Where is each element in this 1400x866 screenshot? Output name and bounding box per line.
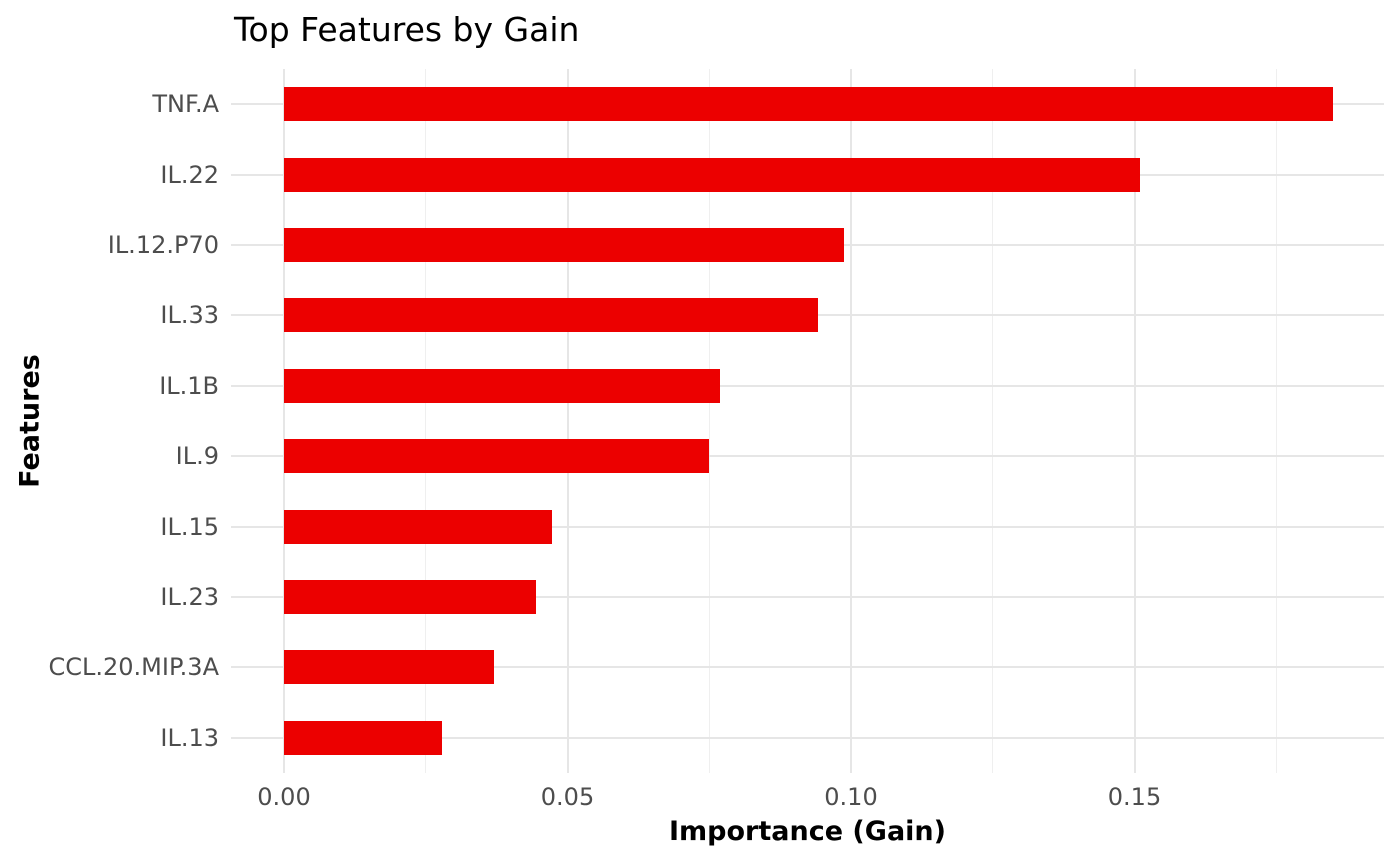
y-tick-label-il-15: IL.15 xyxy=(160,512,219,541)
y-tick-label-tnf-a: TNF.A xyxy=(152,90,219,119)
y-tick-label-il-33: IL.33 xyxy=(160,301,219,330)
bar-il-13 xyxy=(284,720,443,755)
gridline-y-il-23 xyxy=(231,596,1384,598)
y-tick-label-il-13: IL.13 xyxy=(160,723,219,752)
x-tick-label-0.00: 0.00 xyxy=(257,783,311,811)
gridline-minor-x-0.175 xyxy=(1275,69,1277,773)
y-tick-label-il-1b: IL.1B xyxy=(159,371,219,400)
plot-panel xyxy=(231,69,1384,773)
bar-il-15 xyxy=(284,509,553,544)
bar-il-23 xyxy=(284,580,536,614)
gridline-major-x-0.15 xyxy=(1133,69,1136,773)
gridline-major-x-0.00 xyxy=(283,69,285,773)
gridline-major-x-0.10 xyxy=(850,69,852,773)
bar-il-22 xyxy=(284,157,1141,192)
gridline-y-ccl-20-mip-3a xyxy=(231,666,1384,669)
bar-il-12-p70 xyxy=(284,228,845,262)
y-tick-label-il-9: IL.9 xyxy=(175,442,219,471)
bar-il-1b xyxy=(284,368,721,403)
gridline-minor-x-0.025 xyxy=(425,69,427,773)
bar-il-33 xyxy=(284,298,819,333)
gridline-y-il-15 xyxy=(231,525,1384,528)
chart-title: Top Features by Gain xyxy=(234,10,580,49)
y-tick-label-il-22: IL.22 xyxy=(160,160,219,189)
y-tick-label-il-23: IL.23 xyxy=(160,583,219,611)
bar-tnf-a xyxy=(284,87,1333,122)
gridline-major-x-0.05 xyxy=(566,69,569,773)
gridline-y-il-13 xyxy=(231,736,1384,739)
x-axis-title: Importance (Gain) xyxy=(669,816,946,847)
gridline-minor-x-0.075 xyxy=(708,69,710,773)
x-tick-label-0.10: 0.10 xyxy=(824,783,878,811)
y-tick-label-ccl-20-mip-3a: CCL.20.MIP.3A xyxy=(48,653,219,682)
bar-ccl-20-mip-3a xyxy=(284,650,494,685)
x-tick-label-0.15: 0.15 xyxy=(1107,783,1162,811)
gridline-y-il-9 xyxy=(231,455,1384,458)
bar-il-9 xyxy=(284,439,710,474)
gridline-minor-x-0.125 xyxy=(992,69,994,773)
y-tick-label-il-12-p70: IL.12.P70 xyxy=(107,231,219,259)
gridline-y-il-1b xyxy=(231,384,1384,387)
x-tick-label-0.05: 0.05 xyxy=(540,783,595,811)
